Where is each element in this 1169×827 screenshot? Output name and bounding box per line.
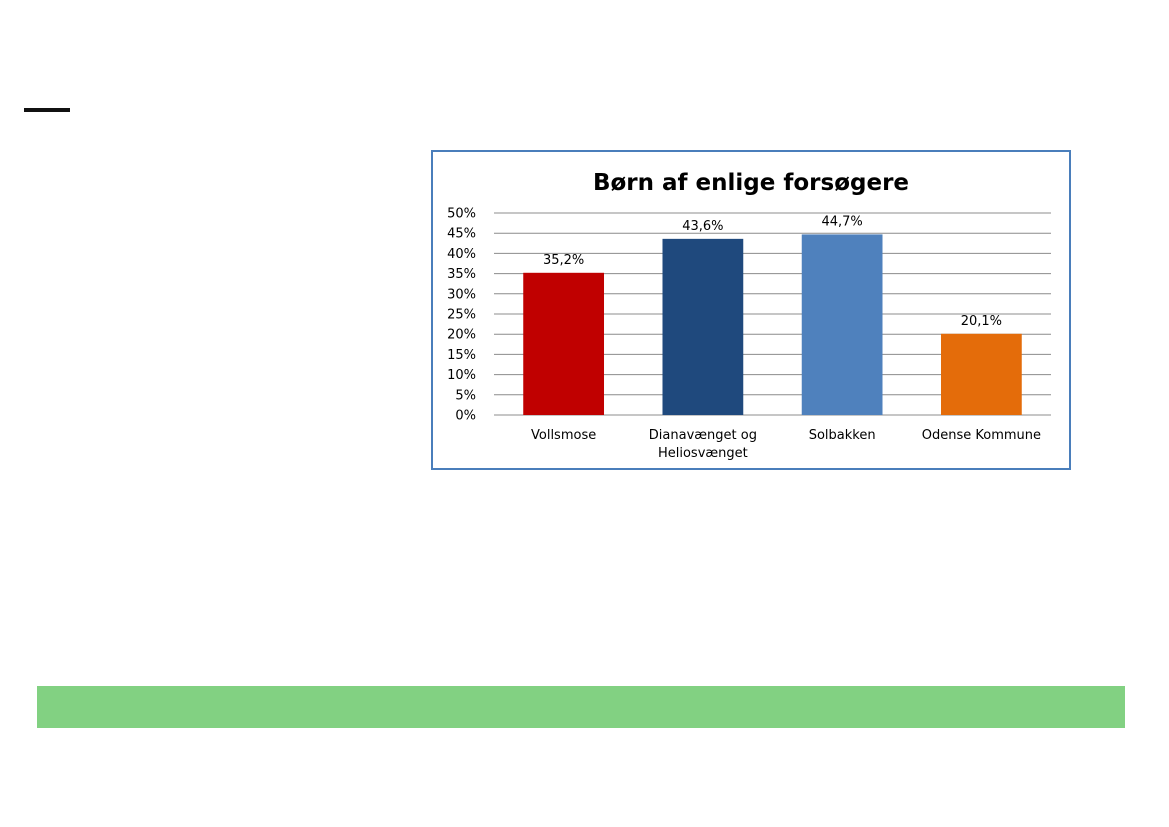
bar-chart: Børn af enlige forsøgere 0% 5% 10% 15% 20% 25… [447,170,1051,461]
bar [523,272,605,415]
value-labels: 35,2% 43,6% 44,7% 20,1% [543,214,1002,328]
chart-title: Børn af enlige forsøgere [593,170,909,196]
bar [940,333,1022,415]
x-axis-categories: Vollsmose Dianavænget og Heliosvænget Solba… [531,428,1041,461]
x-category-label: Vollsmose [531,428,596,443]
y-tick-label: 45% [447,227,476,242]
x-category-label: Heliosvænget [658,446,748,461]
data-label: 44,7% [821,214,862,229]
y-tick-label: 5% [455,388,476,403]
y-tick-label: 10% [447,368,476,383]
y-tick-label: 25% [447,308,476,323]
data-label: 43,6% [682,219,723,234]
x-category-label: Solbakken [809,428,876,443]
x-category-label: Dianavænget og [649,428,757,443]
title-dash [24,108,70,112]
y-tick-label: 15% [447,348,476,363]
bar [801,234,883,415]
chart-frame: Børn af enlige forsøgere 0% 5% 10% 15% 20% 25… [431,150,1071,470]
y-tick-label: 50% [447,207,476,222]
data-label: 20,1% [961,314,1002,329]
bars [523,234,1022,415]
x-category-label: Odense Kommune [922,428,1041,443]
y-axis-ticks: 0% 5% 10% 15% 20% 25% 30% 35% 40% 45% 50% [447,207,476,424]
y-tick-label: 35% [447,267,476,282]
y-tick-label: 30% [447,287,476,302]
y-tick-label: 40% [447,247,476,262]
footer-band [37,686,1125,728]
data-label: 35,2% [543,253,584,268]
bar [662,238,744,415]
y-tick-label: 20% [447,328,476,343]
y-tick-label: 0% [455,409,476,424]
